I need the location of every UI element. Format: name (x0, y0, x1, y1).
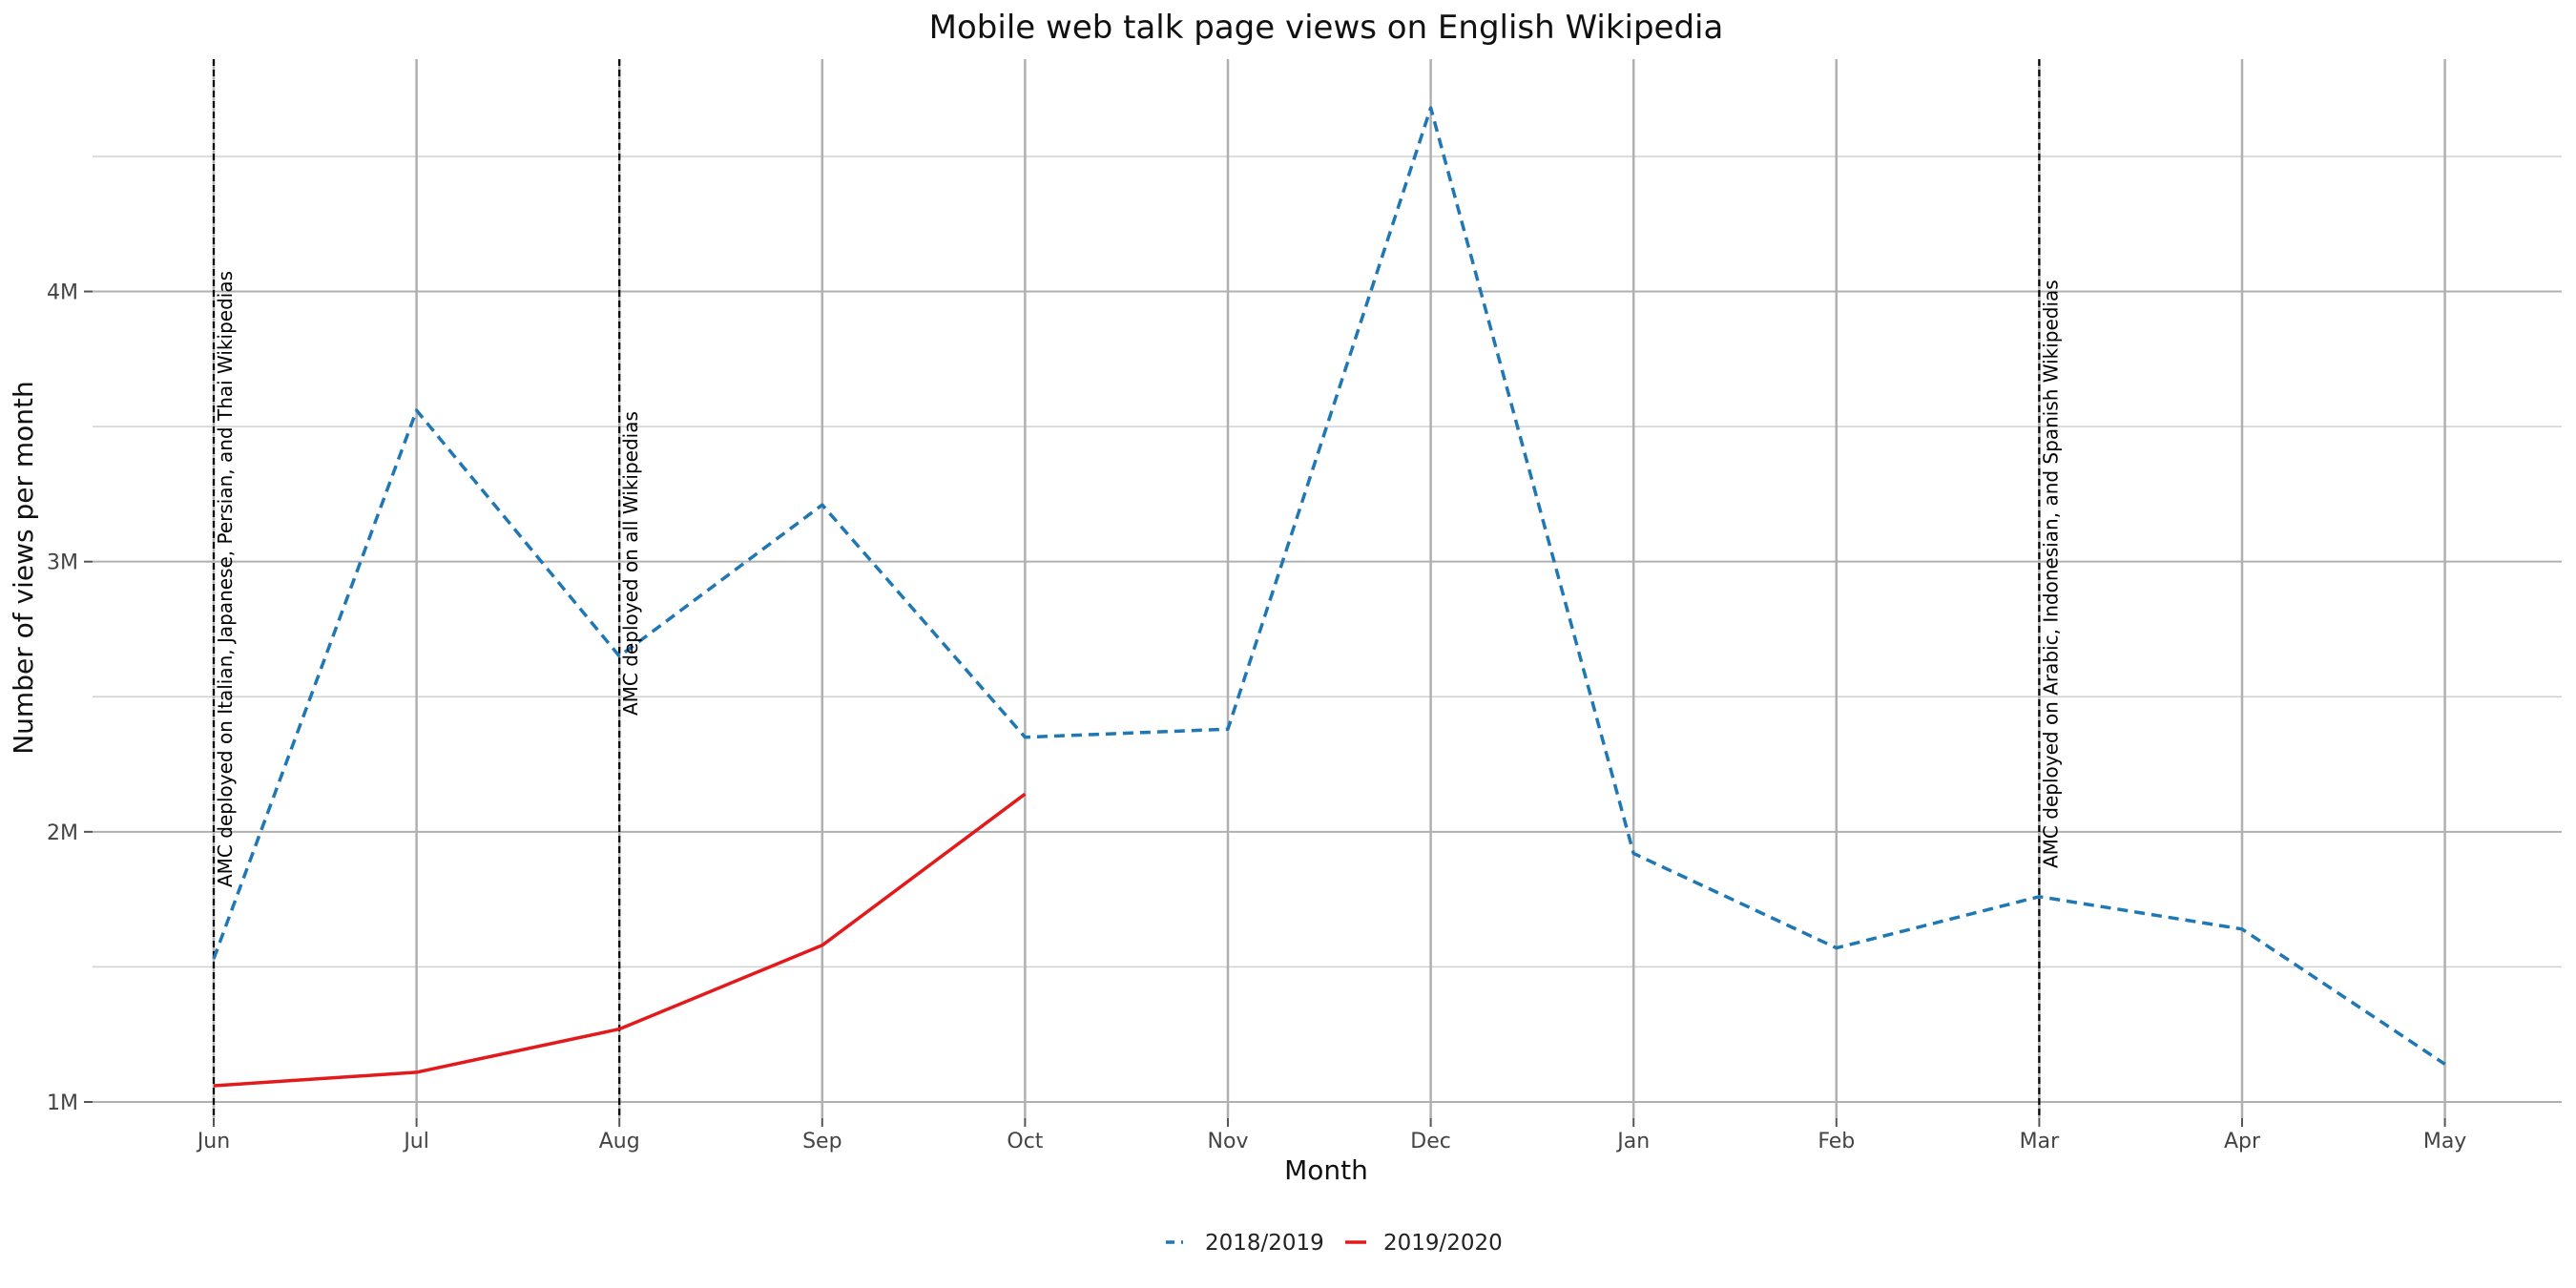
x-tick-label: Mar (2020, 1130, 2060, 1153)
data-point-2018-2019-Sep (821, 503, 824, 507)
data-point-2018-2019-Jan (1631, 852, 1635, 856)
annotation-label: AMC deployed on Italian, Japanese, Persi… (214, 271, 237, 887)
data-point-2018-2019-Nov (1226, 727, 1230, 731)
annotation-labels: AMC deployed on Italian, Japanese, Persi… (214, 271, 2062, 887)
y-axis-title: Number of views per month (8, 381, 39, 755)
x-tick-label: Feb (1818, 1130, 1855, 1153)
x-tick-label: Aug (599, 1130, 640, 1153)
data-point-2018-2019-Jun (212, 957, 216, 961)
data-point-2018-2019-Dec (1429, 106, 1433, 110)
y-tick-label: 3M (47, 551, 78, 575)
chart-title: Mobile web talk page views on English Wi… (929, 9, 1724, 47)
legend-label-2018-2019: 2018/2019 (1205, 1231, 1324, 1256)
x-tick-label: Dec (1410, 1130, 1451, 1153)
y-tick-label: 4M (47, 281, 78, 305)
data-point-2018-2019-Jul (415, 408, 419, 412)
annotation-label: AMC deployed on Arabic, Indonesian, and … (2039, 280, 2062, 868)
x-tick-label: Jun (196, 1130, 230, 1153)
y-tick-label: 1M (47, 1091, 78, 1115)
data-point-2018-2019-Feb (1835, 946, 1839, 950)
data-point-2019-2020-Sep (821, 944, 824, 947)
x-axis-title: Month (1284, 1154, 1368, 1186)
data-point-2019-2020-Jul (415, 1070, 419, 1074)
x-tick-label: Sep (802, 1130, 841, 1153)
data-point-2019-2020-Jun (212, 1084, 216, 1088)
y-tick-label: 2M (47, 821, 78, 845)
annotation-label: AMC deployed on all Wikipedias (619, 411, 642, 716)
x-tick-label: May (2423, 1130, 2466, 1153)
x-tick-label: Oct (1007, 1130, 1043, 1153)
data-point-2018-2019-Apr (2240, 927, 2244, 931)
series-line-2019-2020 (213, 792, 1027, 1088)
series-line-2018-2019 (212, 106, 2446, 1066)
x-tick-label: Apr (2224, 1130, 2261, 1153)
tick-labels: 1M 2M 3M 4M Jun Jul Aug Sep Oct Nov Dec Jan Feb Mar Ap… (47, 281, 2466, 1153)
x-tick-label: Jan (1615, 1130, 1650, 1153)
data-point-2018-2019-May (2443, 1062, 2447, 1066)
x-tick-label: Nov (1208, 1130, 1249, 1153)
series-lines (212, 106, 2447, 1088)
grid (84, 59, 2562, 1127)
annotation-lines (212, 59, 2041, 1118)
data-point-2018-2019-Oct (1023, 736, 1027, 739)
legend: 2018/2019 2019/2020 (1166, 1231, 1503, 1256)
data-point-2018-2019-Mar (2037, 895, 2041, 899)
data-point-2019-2020-Oct (1023, 792, 1027, 796)
legend-label-2019-2020: 2019/2020 (1383, 1231, 1503, 1256)
data-point-2019-2020-Aug (617, 1028, 621, 1031)
x-tick-label: Jul (402, 1130, 429, 1153)
